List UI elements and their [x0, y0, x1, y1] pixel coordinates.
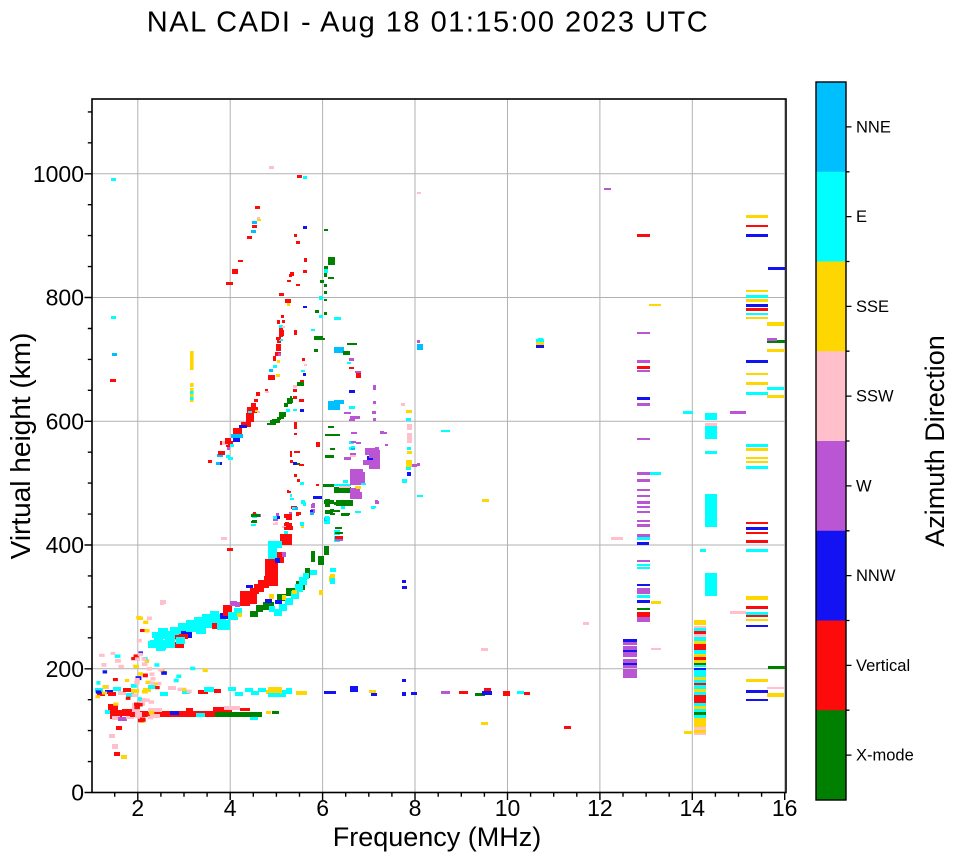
svg-text:W: W: [856, 477, 872, 495]
svg-text:400: 400: [46, 532, 84, 558]
svg-text:10: 10: [495, 795, 521, 821]
svg-text:Azimuth Direction: Azimuth Direction: [920, 335, 950, 547]
svg-text:14: 14: [680, 795, 706, 821]
svg-text:NNW: NNW: [856, 567, 896, 585]
svg-text:1000: 1000: [33, 161, 84, 187]
svg-text:8: 8: [409, 795, 422, 821]
svg-text:12: 12: [587, 795, 613, 821]
svg-text:4: 4: [224, 795, 237, 821]
svg-text:Frequency (MHz): Frequency (MHz): [333, 822, 542, 852]
svg-text:0: 0: [71, 780, 84, 806]
svg-text:SSE: SSE: [856, 298, 889, 316]
svg-text:E: E: [856, 208, 867, 226]
svg-text:NAL CADI - Aug 18 01:15:00 202: NAL CADI - Aug 18 01:15:00 2023 UTC: [147, 7, 709, 39]
svg-text:NNE: NNE: [856, 118, 891, 136]
svg-text:2: 2: [131, 795, 144, 821]
svg-text:200: 200: [46, 656, 84, 682]
svg-text:Vertical: Vertical: [856, 657, 910, 675]
svg-text:6: 6: [316, 795, 329, 821]
svg-text:800: 800: [46, 285, 84, 311]
svg-text:Virtual height (km): Virtual height (km): [5, 333, 36, 560]
svg-text:X-mode: X-mode: [856, 747, 914, 765]
svg-text:SSW: SSW: [856, 388, 894, 406]
svg-text:600: 600: [46, 408, 84, 434]
svg-text:16: 16: [772, 795, 798, 821]
